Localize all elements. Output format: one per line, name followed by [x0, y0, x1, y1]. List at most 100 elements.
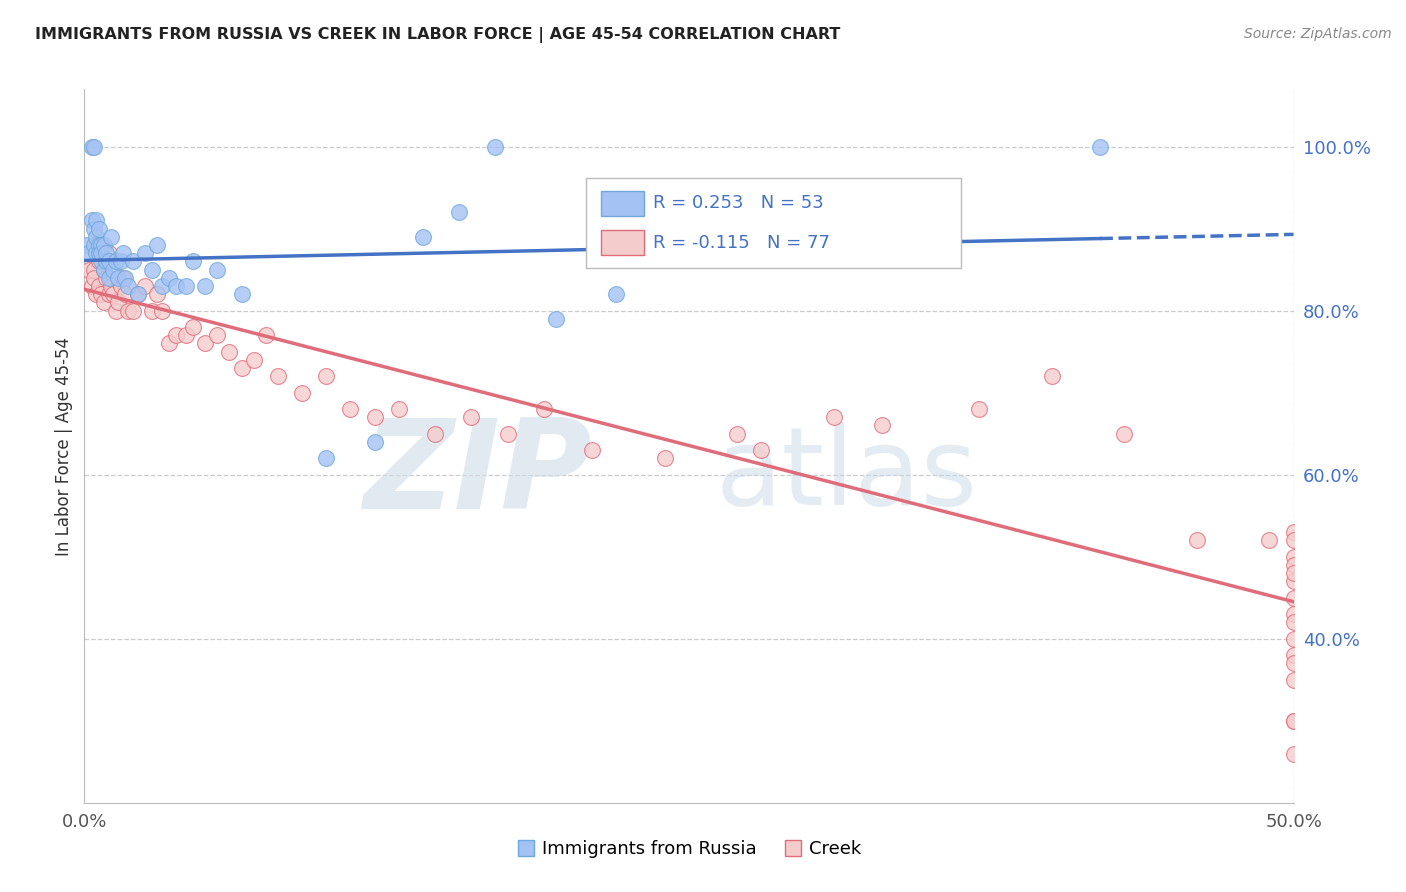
Point: [207, 328, 229, 343]
Point: [1282, 566, 1305, 581]
FancyBboxPatch shape: [600, 230, 644, 255]
Point: [363, 410, 385, 425]
Point: [90, 246, 112, 260]
Point: [121, 303, 143, 318]
Point: [872, 418, 894, 433]
Point: [174, 328, 197, 343]
Point: [134, 279, 156, 293]
Point: [823, 410, 845, 425]
Point: [1114, 426, 1136, 441]
Point: [181, 320, 204, 334]
Point: [1282, 558, 1305, 572]
Text: Source: ZipAtlas.com: Source: ZipAtlas.com: [1244, 27, 1392, 41]
Point: [86, 238, 108, 252]
Point: [94, 246, 117, 260]
Point: [87, 221, 110, 235]
Point: [110, 279, 132, 293]
Point: [80, 279, 103, 293]
Point: [544, 311, 567, 326]
Point: [80, 139, 103, 153]
FancyBboxPatch shape: [586, 178, 962, 268]
Point: [388, 402, 411, 417]
Point: [141, 303, 163, 318]
Point: [107, 270, 129, 285]
Point: [1282, 533, 1305, 548]
Point: [112, 270, 135, 285]
Point: [83, 270, 105, 285]
Point: [90, 238, 112, 252]
Point: [533, 402, 555, 417]
Point: [141, 262, 163, 277]
Point: [77, 246, 100, 260]
Text: R = -0.115   N = 77: R = -0.115 N = 77: [652, 234, 830, 252]
Point: [165, 279, 187, 293]
Point: [80, 213, 103, 227]
Point: [127, 287, 149, 301]
Point: [121, 254, 143, 268]
Point: [460, 410, 482, 425]
Point: [181, 254, 204, 268]
Point: [242, 352, 264, 367]
Legend: Immigrants from Russia, Creek: Immigrants from Russia, Creek: [509, 833, 869, 865]
Point: [1282, 607, 1305, 622]
Point: [86, 230, 108, 244]
Point: [654, 451, 676, 466]
Point: [86, 246, 108, 260]
Point: [134, 246, 156, 260]
Point: [94, 270, 117, 285]
Point: [218, 344, 240, 359]
Point: [254, 328, 277, 343]
Point: [150, 279, 173, 293]
Point: [94, 254, 117, 268]
Point: [83, 262, 105, 277]
Point: [1282, 549, 1305, 564]
Point: [146, 238, 169, 252]
Point: [97, 254, 120, 268]
Text: IMMIGRANTS FROM RUSSIA VS CREEK IN LABOR FORCE | AGE 45-54 CORRELATION CHART: IMMIGRANTS FROM RUSSIA VS CREEK IN LABOR…: [35, 27, 841, 43]
Point: [1282, 747, 1305, 761]
Point: [87, 254, 110, 268]
Point: [1282, 673, 1305, 687]
Point: [678, 205, 700, 219]
Point: [100, 230, 122, 244]
Point: [231, 287, 253, 301]
Point: [146, 287, 169, 301]
Point: [110, 254, 132, 268]
Text: R = 0.253   N = 53: R = 0.253 N = 53: [652, 194, 824, 212]
Point: [967, 402, 990, 417]
Point: [90, 246, 112, 260]
Point: [1258, 533, 1281, 548]
Point: [484, 139, 506, 153]
Point: [76, 238, 98, 252]
Point: [194, 336, 217, 351]
Point: [1282, 591, 1305, 605]
Point: [87, 246, 110, 260]
Point: [93, 262, 115, 277]
Point: [1282, 714, 1305, 728]
Point: [103, 262, 125, 277]
Point: [157, 270, 180, 285]
Point: [165, 328, 187, 343]
Point: [97, 287, 120, 301]
Point: [231, 361, 253, 376]
Point: [83, 238, 105, 252]
Point: [1282, 574, 1305, 589]
Point: [93, 262, 115, 277]
Point: [581, 443, 603, 458]
Point: [194, 279, 217, 293]
Point: [1088, 139, 1111, 153]
Point: [412, 230, 434, 244]
Point: [103, 287, 125, 301]
Point: [157, 336, 180, 351]
Point: [114, 287, 136, 301]
Point: [87, 238, 110, 252]
Point: [93, 295, 115, 310]
Point: [207, 262, 229, 277]
Point: [725, 238, 748, 252]
Point: [267, 369, 290, 384]
Point: [1282, 632, 1305, 646]
Point: [100, 279, 122, 293]
Point: [77, 262, 100, 277]
Point: [725, 426, 748, 441]
Point: [104, 254, 127, 268]
